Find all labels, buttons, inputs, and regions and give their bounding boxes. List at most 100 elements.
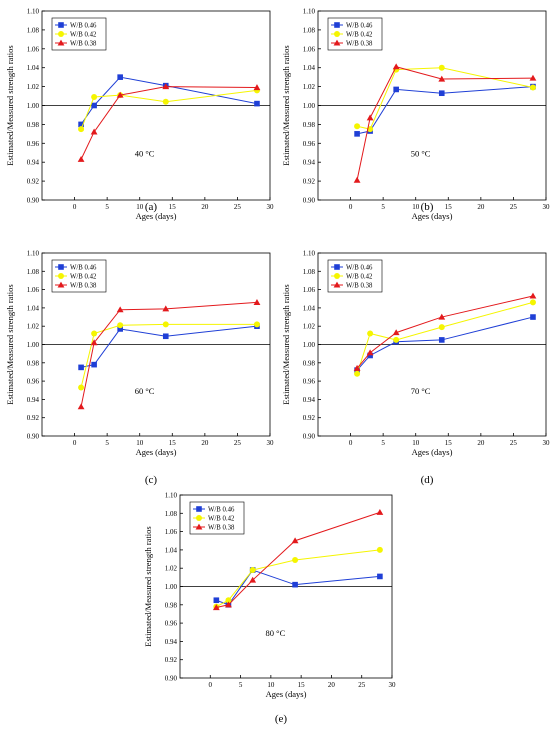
y-tick-label: 1.08 xyxy=(303,26,316,34)
series-w-b-0-38 xyxy=(353,63,537,183)
legend-marker xyxy=(57,281,65,288)
x-tick-label: 25 xyxy=(510,439,518,447)
y-tick-label: 0.98 xyxy=(27,359,40,367)
legend-marker xyxy=(334,273,340,279)
data-point xyxy=(116,306,124,313)
data-point xyxy=(392,63,400,70)
legend-marker xyxy=(334,31,340,37)
x-tick-label: 30 xyxy=(389,681,397,689)
y-tick-label: 1.00 xyxy=(165,583,178,591)
x-tick-label: 0 xyxy=(209,681,213,689)
data-point xyxy=(438,90,445,97)
data-point xyxy=(90,128,98,135)
y-tick-label: 0.94 xyxy=(27,396,40,404)
series-line xyxy=(356,86,534,135)
y-tick-label: 0.96 xyxy=(27,378,40,386)
data-point xyxy=(78,126,85,133)
y-tick-label: 1.06 xyxy=(303,286,316,294)
data-point xyxy=(254,100,260,107)
x-tick-label: 10 xyxy=(412,203,420,211)
data-point xyxy=(162,321,169,328)
y-tick-label: 0.92 xyxy=(303,414,316,422)
data-point xyxy=(367,330,374,337)
data-point xyxy=(438,75,446,82)
x-tick-label: 5 xyxy=(105,439,109,447)
legend-marker xyxy=(58,264,64,270)
y-tick-label: 0.90 xyxy=(303,433,316,441)
data-point xyxy=(162,333,169,340)
y-tick-label: 0.94 xyxy=(303,396,316,404)
data-point xyxy=(292,581,298,588)
x-tick-label: 10 xyxy=(412,439,420,447)
y-tick-label: 1.00 xyxy=(303,102,316,110)
legend-marker xyxy=(58,273,64,279)
y-tick-label: 0.92 xyxy=(27,414,40,422)
data-point xyxy=(367,352,373,359)
series-line xyxy=(356,316,534,371)
y-tick-label: 1.00 xyxy=(303,341,316,349)
y-tick-label: 1.00 xyxy=(27,341,40,349)
temperature-annotation: 40 °C xyxy=(135,149,155,159)
data-point xyxy=(529,292,537,299)
data-point xyxy=(249,567,256,574)
x-tick-label: 15 xyxy=(169,439,177,447)
data-point xyxy=(249,576,257,583)
x-tick-label: 10 xyxy=(267,681,275,689)
y-axis-title: Estimated/Measured strength ratios xyxy=(281,45,291,165)
legend-marker xyxy=(58,31,64,37)
y-tick-label: 1.02 xyxy=(165,565,178,573)
temperature-annotation: 60 °C xyxy=(135,386,155,396)
chart-panel-1: 0.90 0.92 0.94 0.96 0.98 1.00 1.02 1.04 1.06 1.08… xyxy=(5,8,274,222)
data-point xyxy=(91,93,98,100)
x-tick-label: 15 xyxy=(169,203,177,211)
series-w-b-0-42 xyxy=(213,546,383,610)
panel-label: (a) xyxy=(145,201,158,213)
series-line xyxy=(356,295,534,369)
legend-marker xyxy=(196,506,202,512)
x-tick-label: 20 xyxy=(328,681,336,689)
series-line xyxy=(80,325,258,368)
series-line xyxy=(80,301,258,407)
legend-label: W/B 0.42 xyxy=(70,274,97,281)
legend-label: W/B 0.38 xyxy=(346,41,373,48)
y-tick-label: 1.10 xyxy=(303,250,316,258)
x-tick-label: 25 xyxy=(234,203,242,211)
series-line xyxy=(356,67,534,130)
y-tick-label: 0.98 xyxy=(27,121,40,129)
series-line xyxy=(80,89,258,130)
legend-label: W/B 0.46 xyxy=(208,507,235,514)
x-tick-label: 5 xyxy=(381,439,385,447)
series-w-b-0-46 xyxy=(78,74,260,128)
panel-label: (b) xyxy=(421,201,434,213)
data-point xyxy=(392,329,400,336)
legend-marker xyxy=(334,264,340,270)
y-tick-label: 1.10 xyxy=(27,250,40,258)
x-axis-title: Ages (days) xyxy=(412,447,453,457)
panel-label: (e) xyxy=(275,713,288,725)
y-tick-label: 1.06 xyxy=(27,286,40,294)
series-line xyxy=(80,76,258,125)
legend-marker xyxy=(195,523,203,530)
series-line xyxy=(80,323,257,388)
x-tick-label: 0 xyxy=(73,439,77,447)
x-tick-label: 25 xyxy=(510,203,518,211)
x-tick-label: 25 xyxy=(234,439,242,447)
x-tick-label: 5 xyxy=(381,203,385,211)
y-tick-label: 1.08 xyxy=(303,268,316,276)
y-tick-label: 0.92 xyxy=(165,656,178,664)
data-point xyxy=(529,299,536,306)
legend-marker xyxy=(196,515,202,521)
x-axis-title: Ages (days) xyxy=(266,689,307,699)
data-point xyxy=(162,98,169,105)
series-w-b-0-42 xyxy=(78,87,260,133)
data-point xyxy=(354,370,361,377)
x-tick-label: 15 xyxy=(298,681,306,689)
y-tick-label: 0.94 xyxy=(165,638,178,646)
legend: W/B 0.46 W/B 0.42 W/B 0.38 xyxy=(189,501,245,535)
data-point xyxy=(377,573,383,580)
data-point xyxy=(77,403,85,410)
x-tick-label: 10 xyxy=(136,439,144,447)
legend-label: W/B 0.42 xyxy=(70,32,97,39)
series-w-b-0-38 xyxy=(77,299,261,410)
legend-marker xyxy=(333,281,341,288)
